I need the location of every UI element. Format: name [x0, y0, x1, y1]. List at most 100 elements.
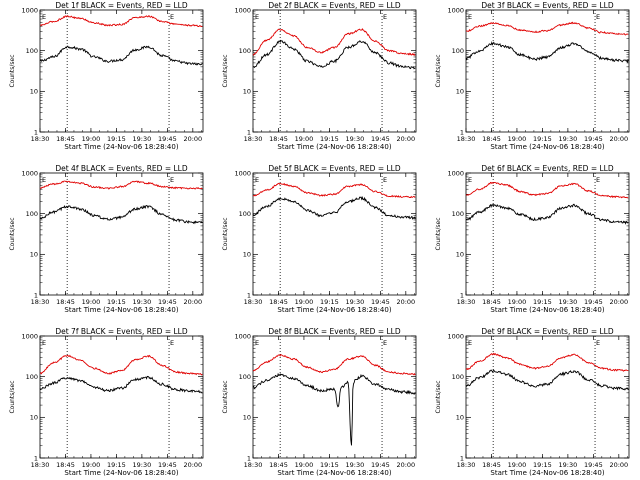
series-events-line [40, 204, 203, 225]
panel-title: Det 4f BLACK = Events, RED = LLD [55, 164, 188, 173]
plot-frame [465, 9, 630, 133]
y-tick-label: 10 [456, 251, 464, 259]
x-tick-label: 18:45 [269, 298, 288, 306]
x-tick-label: 19:30 [133, 298, 152, 306]
x-tick-label: 18:45 [56, 298, 75, 306]
series-lld-line [40, 15, 203, 27]
plot-frame [252, 9, 417, 133]
y-tick-label: 10 [456, 88, 464, 96]
y-tick-label: 1 [34, 291, 38, 299]
x-axis-label: Start Time (24-Nov-06 18:28:40) [490, 469, 604, 477]
series-events-line [465, 203, 629, 225]
x-tick-label: 18:45 [482, 298, 501, 306]
x-tick-label: 19:45 [584, 135, 603, 143]
marker-first: E [42, 339, 46, 347]
x-tick-label: 19:45 [584, 461, 603, 469]
x-axis-label: Start Time (24-Nov-06 18:28:40) [277, 306, 391, 314]
marker-first: E [42, 13, 46, 21]
x-tick-label: 19:15 [533, 461, 552, 469]
panel-det-9: Det 9f BLACK = Events, RED = LLD 1 10 100 10… [435, 327, 630, 477]
y-tick-label: 100 [26, 210, 38, 218]
x-tick-label: 18:30 [31, 135, 50, 143]
marker-last: E [596, 176, 600, 184]
x-tick-label: 20:00 [609, 135, 628, 143]
y-tick-label: 1 [34, 128, 38, 136]
marker-first: E [42, 176, 46, 184]
series-lld-line [39, 354, 203, 376]
x-axis-label: Start Time (24-Nov-06 18:28:40) [64, 469, 178, 477]
y-tick-label: 100 [452, 210, 464, 218]
x-tick-label: 18:45 [56, 135, 75, 143]
x-tick-label: 19:00 [508, 298, 527, 306]
y-tick-label: 1 [247, 454, 251, 462]
marker-first: E [468, 13, 472, 21]
y-tick-label: 10 [30, 251, 38, 259]
panel-title: Det 2f BLACK = Events, RED = LLD [268, 1, 401, 10]
marker-last: E [170, 176, 174, 184]
y-axis-label: Counts/sec [435, 217, 442, 250]
y-tick-label: 10 [243, 251, 251, 259]
panel-title: Det 8f BLACK = Events, RED = LLD [268, 327, 401, 336]
series-events-line [252, 39, 416, 70]
y-tick-label: 1000 [234, 6, 251, 14]
series-lld-line [465, 352, 629, 372]
y-tick-label: 1000 [447, 332, 464, 340]
y-tick-label: 100 [26, 47, 38, 55]
x-tick-label: 18:30 [457, 135, 476, 143]
y-tick-label: 1 [460, 291, 464, 299]
panel-det-2: Det 2f BLACK = Events, RED = LLD 1 10 100 10… [222, 1, 417, 151]
x-tick-label: 20:00 [609, 298, 628, 306]
x-axis-label: Start Time (24-Nov-06 18:28:40) [64, 306, 178, 314]
y-tick-label: 1000 [234, 332, 251, 340]
x-axis-label: Start Time (24-Nov-06 18:28:40) [277, 469, 391, 477]
marker-first: E [468, 339, 472, 347]
panel-title: Det 1f BLACK = Events, RED = LLD [55, 1, 188, 10]
x-tick-label: 19:15 [320, 298, 339, 306]
x-axis-label: Start Time (24-Nov-06 18:28:40) [64, 143, 178, 151]
x-tick-label: 20:00 [183, 298, 202, 306]
panel-title: Det 9f BLACK = Events, RED = LLD [481, 327, 614, 336]
series-events-line [39, 45, 203, 66]
marker-first: E [255, 13, 259, 21]
x-tick-label: 19:30 [346, 135, 365, 143]
panel-det-4: Det 4f BLACK = Events, RED = LLD 1 10 100 10… [9, 164, 204, 314]
x-tick-label: 19:00 [295, 298, 314, 306]
plot-frame [252, 172, 417, 296]
x-tick-label: 19:30 [133, 461, 152, 469]
x-tick-label: 19:30 [559, 461, 578, 469]
y-tick-label: 10 [456, 414, 464, 422]
y-tick-label: 100 [239, 373, 251, 381]
x-tick-label: 19:15 [107, 461, 126, 469]
x-tick-label: 19:45 [584, 298, 603, 306]
y-tick-label: 1 [460, 454, 464, 462]
x-tick-label: 19:15 [320, 135, 339, 143]
x-tick-label: 20:00 [396, 298, 415, 306]
y-tick-label: 1000 [447, 6, 464, 14]
y-tick-label: 10 [243, 88, 251, 96]
y-tick-label: 1000 [21, 169, 38, 177]
panel-det-3: Det 3f BLACK = Events, RED = LLD 1 10 100 10… [435, 1, 630, 151]
y-axis-label: Counts/sec [222, 217, 229, 250]
series-lld-line [465, 21, 629, 36]
marker-first: E [255, 176, 259, 184]
marker-last: E [596, 13, 600, 21]
x-tick-label: 20:00 [609, 461, 628, 469]
y-tick-label: 1 [247, 128, 251, 136]
panel-det-8: Det 8f BLACK = Events, RED = LLD 1 10 100 10… [222, 327, 417, 477]
y-tick-label: 10 [30, 414, 38, 422]
y-tick-label: 100 [239, 210, 251, 218]
panel-title: Det 5f BLACK = Events, RED = LLD [268, 164, 401, 173]
x-tick-label: 19:15 [533, 135, 552, 143]
x-tick-label: 19:45 [371, 135, 390, 143]
x-tick-label: 18:30 [244, 461, 263, 469]
x-tick-label: 18:45 [269, 461, 288, 469]
plot-frame [39, 335, 204, 459]
plot-frame [465, 335, 630, 459]
x-tick-label: 20:00 [183, 135, 202, 143]
x-tick-label: 19:45 [158, 298, 177, 306]
y-tick-label: 100 [452, 47, 464, 55]
panel-title: Det 6f BLACK = Events, RED = LLD [481, 164, 614, 173]
panel-title: Det 3f BLACK = Events, RED = LLD [481, 1, 614, 10]
